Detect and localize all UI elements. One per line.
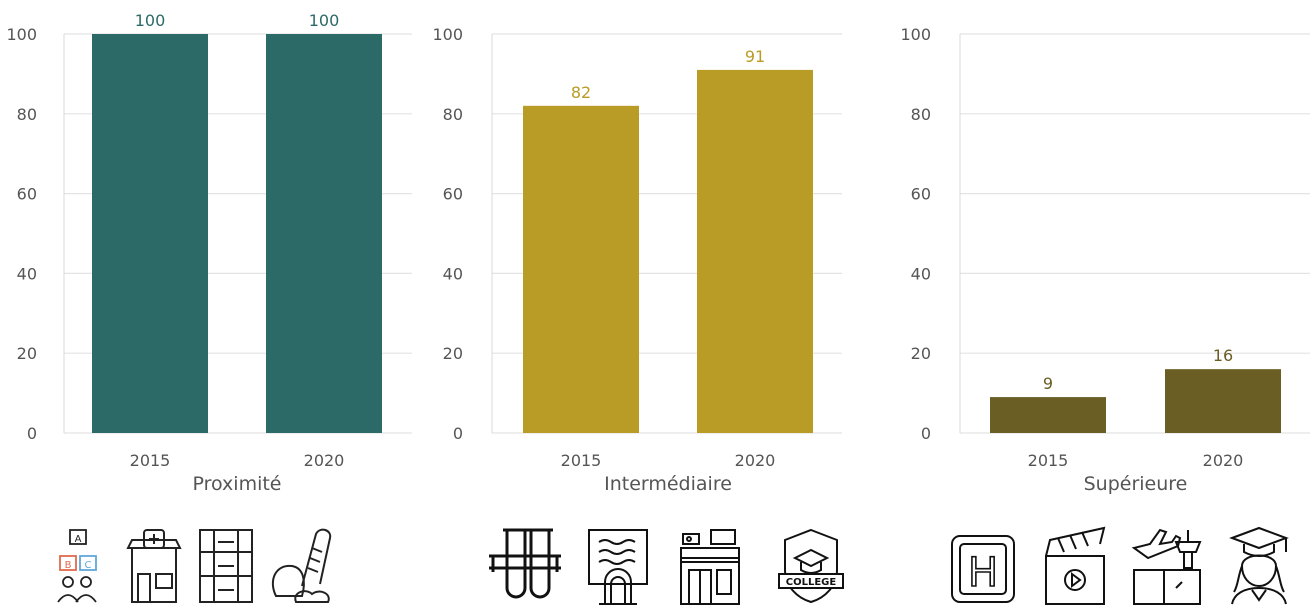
abc-blocks-icon: A B C xyxy=(57,529,97,603)
data-label: 91 xyxy=(745,47,765,66)
y-tick-label: 60 xyxy=(443,185,463,204)
bar xyxy=(266,34,382,433)
y-tick-label: 80 xyxy=(17,105,37,124)
y-tick-label: 60 xyxy=(17,185,37,204)
svg-text:B: B xyxy=(65,560,72,571)
data-label: 100 xyxy=(309,11,340,30)
charts-area: 0 20 40 60 80 100 100 2015 100 2020 Proximité 0 20 40… xyxy=(6,11,1310,495)
y-tick-label: 80 xyxy=(911,105,931,124)
y-tick-label: 100 xyxy=(6,25,37,44)
y-tick-label: 80 xyxy=(443,105,463,124)
y-tick-label: 100 xyxy=(900,25,931,44)
panel-title: Intermédiaire xyxy=(604,473,732,495)
college-badge-icon: COLLEGE xyxy=(778,528,844,604)
test-tubes-icon xyxy=(489,528,561,599)
y-tick-label: 20 xyxy=(911,344,931,363)
panel-title: Supérieure xyxy=(1084,473,1188,495)
bar xyxy=(990,397,1106,433)
shop-shelf-icon xyxy=(199,529,253,603)
y-tick-label: 60 xyxy=(911,185,931,204)
y-tick-label: 20 xyxy=(443,344,463,363)
college-label: COLLEGE xyxy=(786,577,837,588)
supermarket-icon xyxy=(680,529,740,605)
y-tick-label: 40 xyxy=(911,264,931,283)
airport-icon xyxy=(1131,528,1202,605)
y-tick-label: 100 xyxy=(432,25,463,44)
icon-row-proximite: A B C xyxy=(52,526,352,608)
x-tick-label: 2015 xyxy=(561,451,602,470)
hospital-letter: H xyxy=(968,550,998,596)
bar xyxy=(92,34,208,433)
bakery-bread-icon xyxy=(271,528,332,603)
icon-row-intermediaire: COLLEGE xyxy=(485,526,885,608)
y-tick-label: 0 xyxy=(453,424,463,443)
graduate-icon xyxy=(1229,526,1289,605)
x-tick-label: 2015 xyxy=(130,451,171,470)
hospital-sign-icon: H xyxy=(951,535,1015,603)
y-tick-label: 0 xyxy=(27,424,37,443)
x-tick-label: 2020 xyxy=(735,451,776,470)
y-tick-label: 0 xyxy=(921,424,931,443)
svg-text:C: C xyxy=(85,560,92,571)
y-tick-label: 40 xyxy=(443,264,463,283)
panel-0: 0 20 40 60 80 100 100 2015 100 2020 Proximité xyxy=(6,11,412,495)
data-label: 16 xyxy=(1213,346,1233,365)
bar xyxy=(1165,369,1281,433)
x-tick-label: 2020 xyxy=(304,451,345,470)
y-tick-label: 40 xyxy=(17,264,37,283)
y-tick-label: 20 xyxy=(17,344,37,363)
data-label: 100 xyxy=(135,11,166,30)
panel-2: 0 20 40 60 80 100 9 2015 16 2020 Supérieure xyxy=(900,25,1310,495)
cinema-clapper-icon xyxy=(1045,526,1106,605)
data-label: 9 xyxy=(1043,374,1053,393)
bar xyxy=(697,69,813,433)
x-tick-label: 2020 xyxy=(1203,451,1244,470)
data-label: 82 xyxy=(571,83,591,102)
panel-title: Proximité xyxy=(192,473,281,495)
bar xyxy=(523,105,639,433)
library-book-icon xyxy=(588,529,648,605)
x-tick-label: 2015 xyxy=(1028,451,1069,470)
svg-text:A: A xyxy=(75,534,82,545)
icon-row-superieure: H xyxy=(948,526,1308,608)
pharmacy-store-icon xyxy=(126,529,182,603)
